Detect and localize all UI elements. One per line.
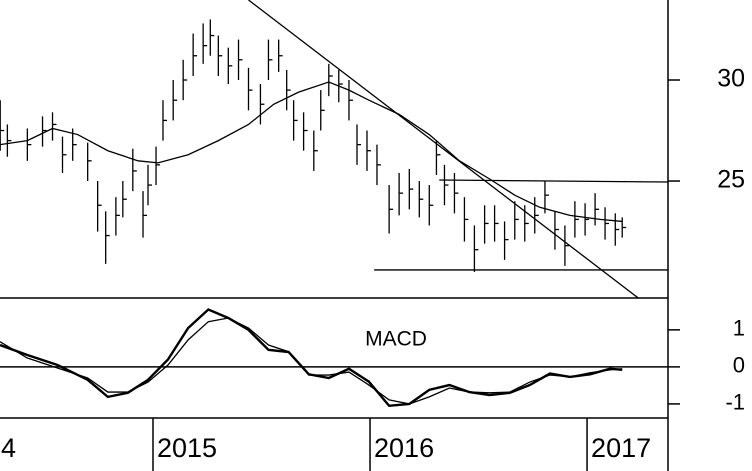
macd-label: MACD bbox=[365, 328, 427, 351]
y-tick-label: 0 bbox=[733, 353, 745, 378]
y-tick-label: 25 bbox=[717, 166, 745, 194]
moving-average bbox=[0, 81, 623, 223]
y-tick-label: -1 bbox=[725, 390, 745, 415]
macd-line bbox=[0, 317, 623, 405]
x-tick-label: 2015 bbox=[157, 433, 217, 463]
x-tick-label: 2017 bbox=[591, 433, 651, 463]
trend-line bbox=[439, 179, 669, 183]
y-tick-label: 30 bbox=[717, 65, 745, 93]
y-tick-label: 1 bbox=[733, 316, 745, 341]
x-tick-label: 2016 bbox=[374, 433, 434, 463]
trend-line bbox=[248, 0, 639, 299]
x-tick-label: 4 bbox=[1, 433, 16, 463]
macd-line bbox=[0, 308, 623, 408]
